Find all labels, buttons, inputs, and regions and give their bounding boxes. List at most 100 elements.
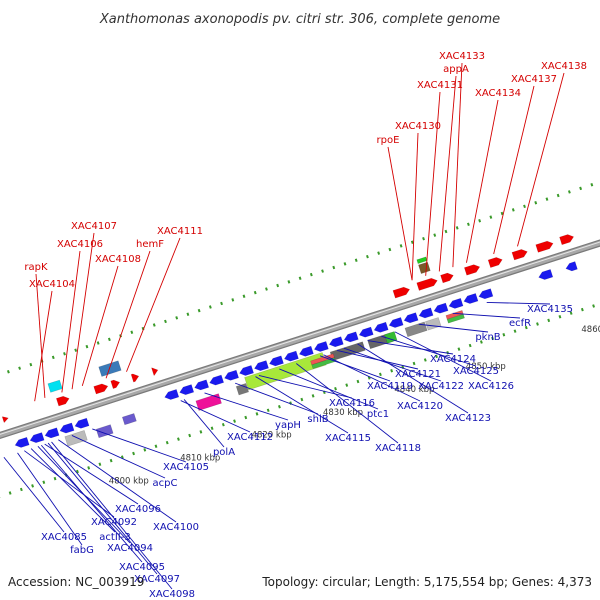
scale-dot-outer xyxy=(231,298,235,302)
scale-dot-inner xyxy=(412,361,416,366)
genome-backbone xyxy=(0,239,600,440)
forward-gene-leader xyxy=(493,85,535,255)
reverse-gene-arrow-shape xyxy=(478,288,494,300)
scale-dot-outer xyxy=(489,215,493,219)
reverse-gene-arrow xyxy=(29,432,45,444)
forward-gene-arrow-shape xyxy=(55,395,70,407)
reverse-gene-leader xyxy=(180,400,251,433)
reverse-gene-arrow-shape xyxy=(209,374,225,386)
reverse-gene-arrow xyxy=(403,312,419,324)
feature-block-lightgray-shape xyxy=(64,430,88,447)
feature-block-purple xyxy=(121,413,137,426)
scale-dot-inner xyxy=(569,311,573,315)
reverse-gene-arrow-shape xyxy=(253,360,269,372)
forward-gene-arrow xyxy=(487,257,503,268)
reverse-gene-arrow-shape xyxy=(298,345,314,357)
reverse-gene-arrow-shape xyxy=(343,331,359,343)
reverse-gene-label: yapH xyxy=(275,420,301,431)
scale-tick-label: 4810 kbp xyxy=(180,454,220,464)
scale-dot-outer xyxy=(276,283,280,288)
scale-dot-inner xyxy=(177,437,180,441)
scale-dot-outer xyxy=(399,244,403,248)
reverse-gene-label: fabG xyxy=(70,545,94,556)
forward-gene-arrow-shape xyxy=(559,234,575,246)
scale-dot-outer xyxy=(366,254,369,259)
forward-gene-arrow xyxy=(463,264,481,276)
forward-gene-leader xyxy=(34,290,53,402)
forward-gene-arrow xyxy=(440,272,454,284)
feature-block-lightgray xyxy=(424,317,442,331)
feature-block-stripe-shape xyxy=(445,309,464,320)
feature-block-cyan-shape xyxy=(47,379,63,393)
feature-block-stripe xyxy=(310,353,335,366)
reverse-gene-arrow xyxy=(538,269,554,280)
scale-dot-outer xyxy=(74,348,78,352)
reverse-gene-arrow xyxy=(44,427,60,439)
feature-block-green-small xyxy=(416,256,428,264)
scale-dot-inner xyxy=(311,394,315,398)
reverse-gene-leader xyxy=(51,441,173,590)
reverse-gene-arrow-shape xyxy=(224,369,240,381)
feature-block-stripe-shape xyxy=(310,353,335,366)
scale-dot-outer xyxy=(332,265,336,270)
reverse-gene-label: XAC4096 xyxy=(115,504,161,515)
scale-dot-inner xyxy=(356,379,360,384)
forward-gene-label: XAC4133 xyxy=(439,51,485,62)
reverse-gene-arrow-shape xyxy=(14,436,30,448)
feature-block-olive xyxy=(418,261,431,274)
scale-dot-outer xyxy=(130,330,134,334)
forward-gene-label: XAC4130 xyxy=(395,121,441,132)
scale-tick-label: 4820 kbp xyxy=(252,431,292,441)
reverse-gene-label: XAC4125 xyxy=(453,366,499,377)
scale-dot-outer xyxy=(18,366,22,370)
reverse-gene-arrow-shape xyxy=(179,384,195,396)
scale-dot-inner xyxy=(378,372,382,377)
reverse-gene-arrow-shape xyxy=(373,321,389,333)
reverse-gene-label: XAC4126 xyxy=(468,381,514,392)
reverse-gene-leader xyxy=(381,335,477,367)
reverse-gene-arrow-shape xyxy=(268,355,284,367)
reverse-gene-arrow-shape xyxy=(463,293,479,304)
forward-gene-arrow xyxy=(511,249,528,261)
map-title: Xanthomonas axonopodis pv. citri str. 30… xyxy=(0,0,600,36)
forward-gene-arrow-shape xyxy=(463,264,481,276)
reverse-gene-label: XAC4122 xyxy=(418,381,464,392)
scale-dot-inner xyxy=(491,336,495,341)
reverse-gene-leader xyxy=(343,347,442,382)
scale-dot-outer xyxy=(579,186,583,191)
scale-dot-outer xyxy=(523,204,526,209)
reverse-gene-label: ptc1 xyxy=(367,409,389,420)
scale-dot-outer xyxy=(433,233,437,237)
feature-block-olive-shape xyxy=(418,261,431,274)
scale-dot-inner xyxy=(266,408,270,413)
reverse-gene-arrow-shape xyxy=(418,307,434,319)
scale-dot-outer xyxy=(298,276,302,280)
forward-gene-arrow xyxy=(93,383,109,395)
scale-dot-outer xyxy=(467,222,470,227)
scale-dot-inner xyxy=(31,484,34,488)
reverse-gene-leader xyxy=(30,448,116,533)
topology-summary: Topology: circular; Length: 5,175,554 bp… xyxy=(261,575,592,589)
backbone-core xyxy=(0,240,600,438)
forward-gene-label: rpoE xyxy=(377,135,400,146)
scale-dot-inner xyxy=(210,426,214,431)
scale-dot-outer xyxy=(287,280,291,284)
forward-gene-arrow-shape xyxy=(416,277,438,291)
reverse-gene-leader xyxy=(17,452,83,546)
feature-block-green-small-shape xyxy=(416,256,428,264)
feature-block-lightgray xyxy=(64,430,88,447)
reverse-gene-leader xyxy=(92,428,187,463)
scale-tick-label: 4800 kbp xyxy=(109,476,149,486)
forward-gene-arrow xyxy=(55,395,70,407)
scale-dot-inner xyxy=(255,412,259,416)
reverse-gene-label: XAC4118 xyxy=(375,443,421,454)
scale-dot-outer xyxy=(220,301,223,306)
forward-gene-leader xyxy=(105,250,151,379)
forward-gene-arrow-shape xyxy=(93,383,109,395)
reverse-gene-arrow xyxy=(463,293,479,304)
reverse-gene-arrow xyxy=(448,297,464,309)
forward-gene-arrow-shape xyxy=(487,257,503,268)
reverse-gene-leader xyxy=(234,382,319,415)
forward-gene-arrow xyxy=(559,234,575,246)
